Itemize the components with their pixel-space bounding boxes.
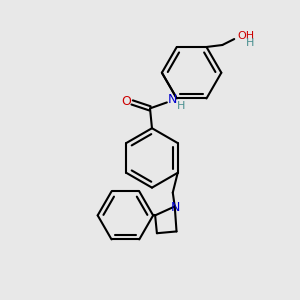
Text: OH: OH <box>238 31 255 41</box>
Text: N: N <box>168 93 178 106</box>
Text: O: O <box>121 95 131 108</box>
Text: N: N <box>171 201 180 214</box>
Text: H: H <box>176 101 185 111</box>
Text: H: H <box>246 38 254 48</box>
